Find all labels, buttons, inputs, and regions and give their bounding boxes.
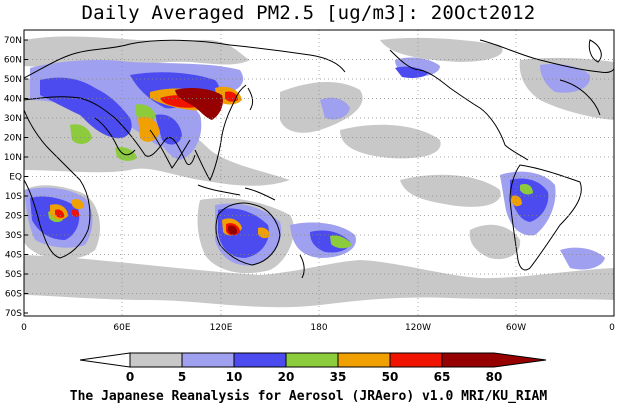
lat-label: 30S bbox=[5, 231, 22, 241]
colorbar bbox=[79, 352, 547, 368]
lon-label: 120E bbox=[210, 323, 233, 333]
colorbar-swatch bbox=[233, 352, 287, 368]
colorbar-label: 0 bbox=[126, 370, 134, 384]
lat-label: EQ bbox=[9, 173, 22, 183]
lat-label: 50S bbox=[5, 270, 22, 280]
colorbar-label: 10 bbox=[226, 370, 243, 384]
lat-label: 60S bbox=[5, 290, 22, 300]
lon-label: 60E bbox=[113, 323, 130, 333]
colorbar-right-arrow bbox=[441, 352, 547, 368]
colorbar-label: 5 bbox=[178, 370, 186, 384]
lon-label: 0 bbox=[21, 323, 27, 333]
map-frame bbox=[23, 29, 615, 317]
lat-label: 30N bbox=[4, 114, 22, 124]
colorbar-swatch bbox=[285, 352, 339, 368]
lon-label: 120W bbox=[405, 323, 431, 333]
colorbar-swatch bbox=[389, 352, 443, 368]
map-title: Daily Averaged PM2.5 [ug/m3]: 20Oct2012 bbox=[81, 2, 536, 24]
lat-label: 70N bbox=[4, 36, 22, 46]
lat-label: 10S bbox=[5, 192, 22, 202]
lon-label: 0 bbox=[609, 323, 615, 333]
lat-label: 70S bbox=[5, 309, 22, 319]
colorbar-label: 80 bbox=[486, 370, 503, 384]
lon-label: 180 bbox=[310, 323, 327, 333]
pm25-field bbox=[24, 30, 614, 316]
lat-label: 60N bbox=[4, 56, 22, 66]
colorbar-left-arrow bbox=[79, 352, 131, 368]
lat-label: 20N bbox=[4, 134, 22, 144]
lat-label: 40N bbox=[4, 95, 22, 105]
colorbar-label: 65 bbox=[434, 370, 451, 384]
lat-label: 50N bbox=[4, 75, 22, 85]
colorbar-label: 20 bbox=[278, 370, 295, 384]
lat-label: 40S bbox=[5, 251, 22, 261]
colorbar-swatch bbox=[129, 352, 183, 368]
lat-label: 20S bbox=[5, 212, 22, 222]
colorbar-swatch bbox=[337, 352, 391, 368]
colorbar-label: 50 bbox=[382, 370, 399, 384]
lat-label: 10N bbox=[4, 153, 22, 163]
colorbar-label: 35 bbox=[330, 370, 347, 384]
footer-credit: The Japanese Reanalysis for Aerosol (JRA… bbox=[69, 389, 548, 404]
colorbar-swatch bbox=[181, 352, 235, 368]
lon-label: 60W bbox=[506, 323, 526, 333]
